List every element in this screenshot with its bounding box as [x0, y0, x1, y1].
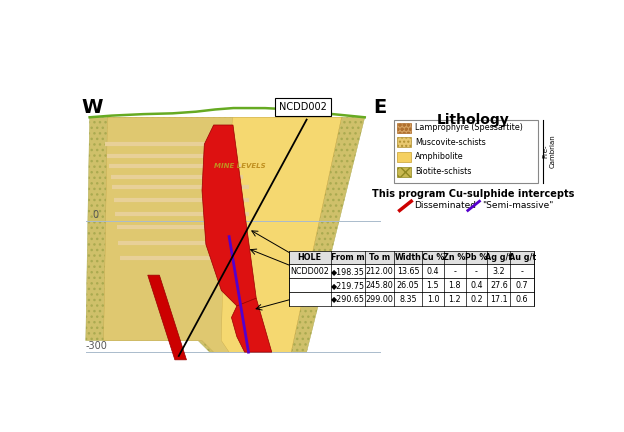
- FancyBboxPatch shape: [289, 292, 534, 306]
- FancyBboxPatch shape: [397, 152, 411, 162]
- Text: -: -: [453, 267, 456, 276]
- Text: To m: To m: [369, 253, 390, 262]
- Text: Lamprophyre (Spessartite): Lamprophyre (Spessartite): [415, 123, 523, 132]
- Text: 0.6: 0.6: [516, 295, 529, 304]
- Polygon shape: [202, 125, 256, 306]
- Text: ◆290.65: ◆290.65: [331, 295, 364, 304]
- Text: NCDD002: NCDD002: [279, 102, 327, 112]
- Text: From m: From m: [331, 253, 364, 262]
- Text: 0: 0: [92, 210, 98, 220]
- Text: 26.05: 26.05: [397, 281, 419, 289]
- Polygon shape: [85, 118, 365, 352]
- Text: NCDD002: NCDD002: [290, 267, 329, 276]
- Text: 17.1: 17.1: [490, 295, 508, 304]
- Text: Pre-
Cambrian: Pre- Cambrian: [543, 134, 556, 168]
- FancyBboxPatch shape: [397, 167, 411, 177]
- Text: 0.7: 0.7: [516, 281, 529, 289]
- FancyBboxPatch shape: [289, 278, 534, 292]
- Text: 245.80: 245.80: [366, 281, 393, 289]
- Text: W: W: [81, 98, 103, 117]
- Text: Amphibolite: Amphibolite: [415, 152, 464, 162]
- Text: 212.00: 212.00: [366, 267, 393, 276]
- Text: -: -: [520, 267, 524, 276]
- Text: 1.0: 1.0: [427, 295, 439, 304]
- Text: 299.00: 299.00: [366, 295, 393, 304]
- Text: -300: -300: [85, 340, 107, 351]
- FancyBboxPatch shape: [289, 264, 534, 278]
- Text: Ag g/t: Ag g/t: [485, 253, 512, 262]
- Text: MINE LEVELS: MINE LEVELS: [213, 163, 265, 169]
- Text: Biotite-schists: Biotite-schists: [415, 167, 472, 176]
- Text: Lithology: Lithology: [437, 114, 510, 127]
- Text: 3.2: 3.2: [492, 267, 505, 276]
- Text: Au g/t: Au g/t: [509, 253, 535, 262]
- Text: -: -: [475, 267, 478, 276]
- Text: 1.8: 1.8: [449, 281, 461, 289]
- Text: 1.5: 1.5: [427, 281, 439, 289]
- Text: Pb %: Pb %: [465, 253, 487, 262]
- Text: 0.4: 0.4: [427, 267, 439, 276]
- Text: 0.2: 0.2: [470, 295, 482, 304]
- Text: ◆198.35: ◆198.35: [331, 267, 364, 276]
- FancyBboxPatch shape: [394, 120, 537, 183]
- Text: Disseminated: Disseminated: [414, 201, 476, 210]
- Text: Cu %: Cu %: [422, 253, 444, 262]
- Text: ◆219.75: ◆219.75: [331, 281, 365, 289]
- Text: 13.65: 13.65: [397, 267, 419, 276]
- Text: Muscovite-schists: Muscovite-schists: [415, 138, 486, 147]
- Text: 1.2: 1.2: [448, 295, 461, 304]
- Polygon shape: [232, 298, 271, 352]
- Text: 8.35: 8.35: [399, 295, 417, 304]
- Text: "Semi-massive": "Semi-massive": [482, 201, 554, 210]
- Text: 27.6: 27.6: [490, 281, 508, 289]
- Text: Zn %: Zn %: [444, 253, 466, 262]
- Text: 0.4: 0.4: [470, 281, 482, 289]
- Text: This program Cu-sulphide intercepts: This program Cu-sulphide intercepts: [372, 189, 575, 199]
- FancyBboxPatch shape: [397, 137, 411, 147]
- FancyBboxPatch shape: [289, 251, 534, 264]
- Text: Width: Width: [395, 253, 422, 262]
- Text: E: E: [374, 98, 387, 117]
- Polygon shape: [222, 118, 341, 352]
- Text: HOLE: HOLE: [298, 253, 322, 262]
- FancyBboxPatch shape: [397, 123, 411, 133]
- Polygon shape: [148, 275, 187, 360]
- Polygon shape: [104, 118, 341, 352]
